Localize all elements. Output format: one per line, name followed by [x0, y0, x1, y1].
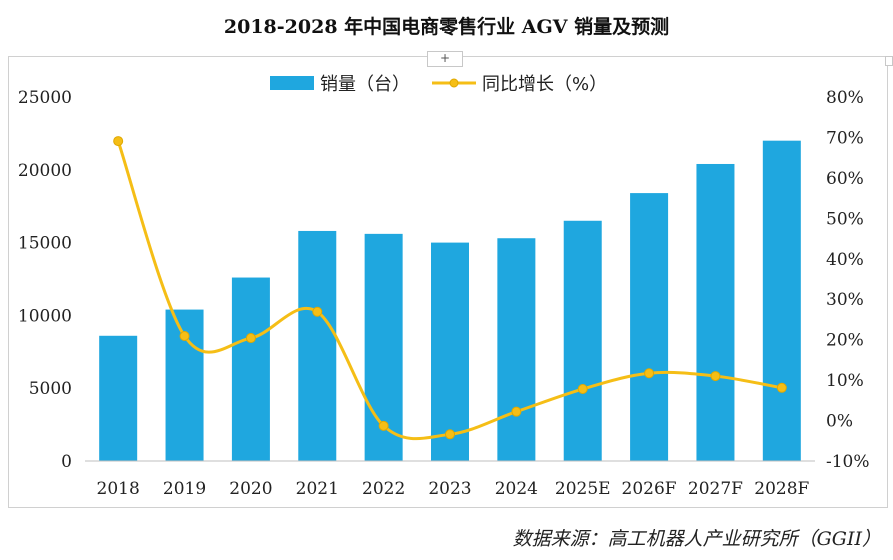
line-point [179, 331, 190, 342]
bar [696, 163, 735, 461]
x-tick-label: 2023 [428, 479, 471, 499]
line-point [445, 429, 455, 440]
bar [630, 193, 669, 461]
left-tick-label: 0 [61, 452, 72, 472]
left-tick-label: 20000 [18, 161, 72, 181]
line-point [644, 368, 655, 379]
source-note: 数据来源：高工机器人产业研究所（GGII） [512, 528, 881, 550]
right-tick-label: 50% [826, 209, 864, 229]
line-point [577, 384, 588, 395]
left-tick-label: 5000 [29, 379, 72, 399]
bar [497, 238, 536, 461]
right-tick-label: 10% [826, 371, 864, 391]
bar [99, 335, 138, 461]
left-tick-label: 10000 [18, 306, 72, 326]
legend-swatch-bar [270, 76, 314, 90]
line-point [378, 420, 389, 431]
legend-label-line: 同比增长（%） [482, 74, 607, 95]
x-tick-label: 2021 [296, 479, 339, 499]
bar [431, 242, 469, 461]
right-tick-label: 60% [826, 169, 864, 189]
right-tick-label: 80% [826, 88, 864, 108]
chart-title: 2018-2028 年中国电商零售行业 AGV 销量及预测 [223, 16, 670, 38]
line-point [710, 371, 721, 382]
left-axis: 0 5000 10000 15000 20000 25000 [18, 88, 72, 472]
x-tick-label: 2028F [754, 479, 809, 499]
line-point [312, 306, 323, 317]
right-tick-label: 20% [826, 331, 864, 351]
left-tick-label: 25000 [18, 88, 72, 108]
line-series [113, 136, 787, 441]
right-tick-label: 70% [826, 128, 864, 148]
right-tick-label: 0% [826, 412, 853, 432]
bar [563, 220, 602, 461]
line-point [113, 136, 124, 147]
right-axis: -10% 0% 10% 20% 30% 40% 50% 60% 70% 80% [826, 88, 870, 472]
x-tick-label: 2026F [622, 479, 677, 499]
line-point [511, 406, 522, 417]
x-tick-label: 2018 [97, 479, 140, 499]
bar [231, 277, 270, 461]
legend: 销量（台） 同比增长（%） [270, 74, 607, 95]
right-tick-label: 40% [826, 250, 864, 270]
x-tick-label: 2019 [163, 479, 206, 499]
x-tick-label: 2022 [362, 479, 405, 499]
x-axis: 2018 2019 2020 2021 2022 2023 2024 2025E 2026F 20… [97, 479, 810, 499]
right-tick-label: -10% [826, 452, 870, 472]
right-tick-label: 30% [826, 290, 864, 310]
add-element-handle[interactable]: + [427, 51, 463, 67]
growth-line [116, 140, 783, 441]
left-tick-label: 15000 [18, 234, 72, 254]
bar-series [99, 140, 801, 461]
legend-swatch-marker [449, 78, 459, 88]
line-point [245, 333, 256, 344]
legend-label-bar: 销量（台） [320, 74, 410, 95]
line-point [776, 382, 787, 393]
x-tick-label: 2024 [495, 479, 538, 499]
x-tick-label: 2027F [688, 479, 743, 499]
bar [298, 230, 337, 461]
bar [762, 140, 801, 461]
x-tick-label: 2025E [555, 479, 611, 499]
x-tick-label: 2020 [229, 479, 272, 499]
